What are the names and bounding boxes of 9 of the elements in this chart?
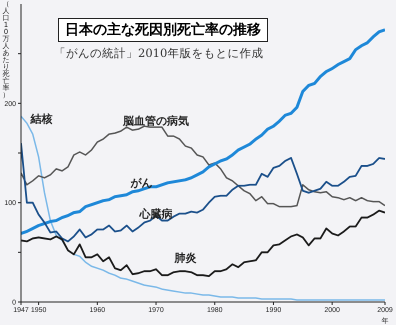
series-label: 結核 bbox=[30, 112, 53, 127]
series-label: 肺炎 bbox=[174, 250, 196, 266]
line-series bbox=[21, 142, 385, 242]
series-label: 心臓病 bbox=[140, 206, 173, 222]
line-series bbox=[21, 125, 385, 208]
series-label: 脳血管の病気 bbox=[123, 114, 190, 129]
text: 日本の主な死因別死亡率の推移 bbox=[58, 18, 268, 42]
series-label: がん bbox=[130, 175, 152, 190]
text: 「がんの統計」2010年版をもとに作成 bbox=[54, 46, 264, 61]
